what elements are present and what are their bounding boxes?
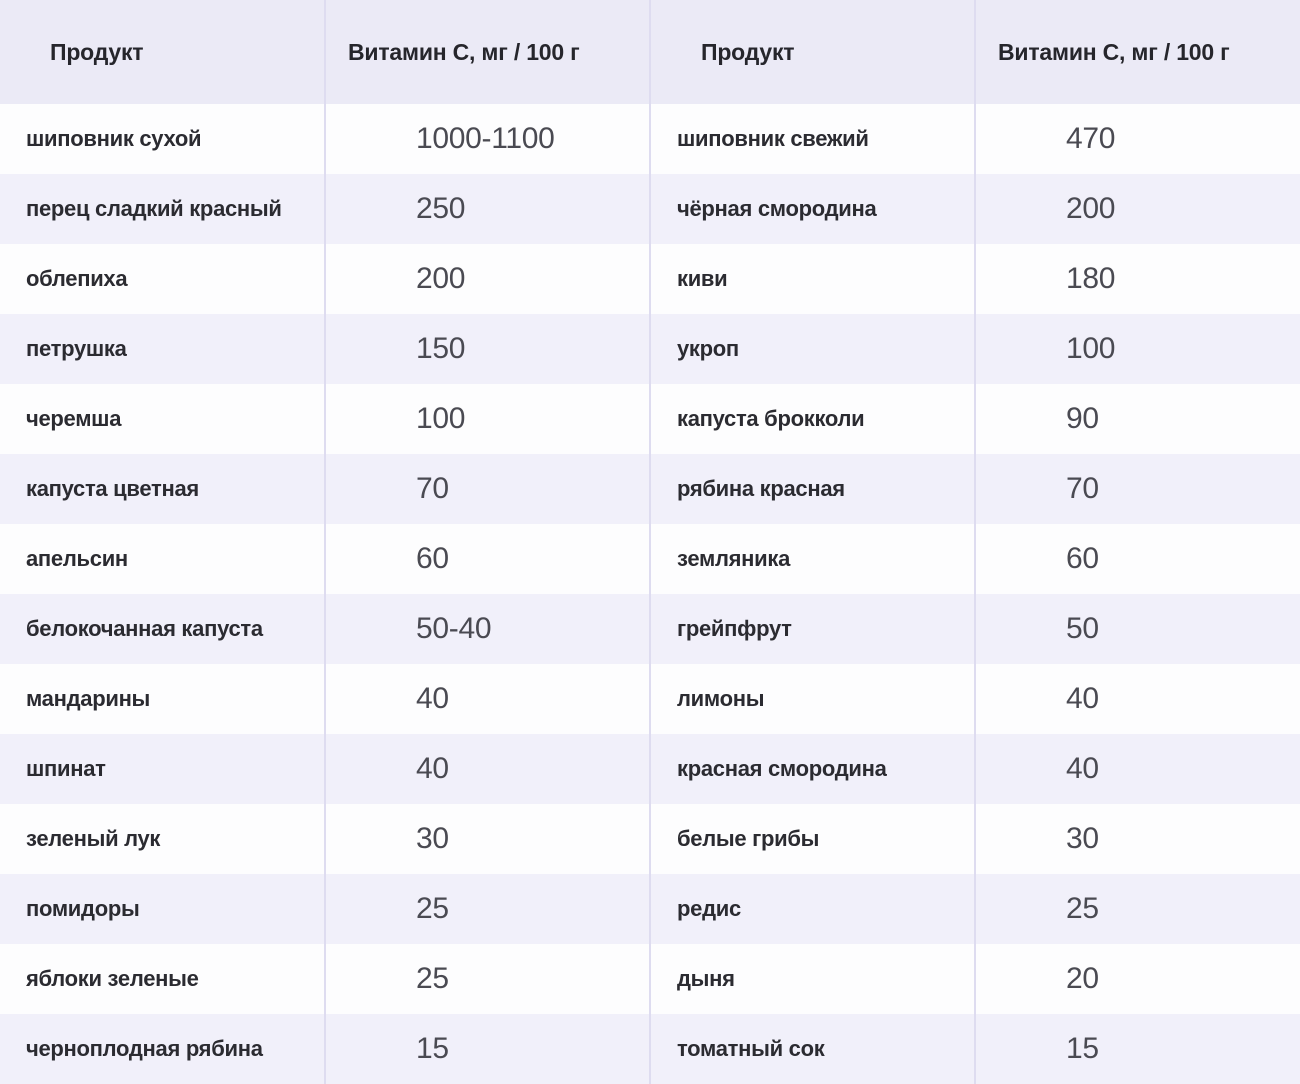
value-cell: 150 xyxy=(324,314,650,384)
product-cell: черноплодная рябина xyxy=(26,1036,263,1061)
product-cell: шиповник сухой xyxy=(26,126,202,151)
table-row: черноплодная рябина 15 томатный сок 15 xyxy=(0,1014,1300,1084)
table-row: яблоки зеленые 25 дыня 20 xyxy=(0,944,1300,1014)
value-cell: 40 xyxy=(974,664,1300,734)
value-cell: 70 xyxy=(974,454,1300,524)
value-cell: 30 xyxy=(974,804,1300,874)
product-cell: черемша xyxy=(26,406,122,431)
column-header-product-2: Продукт xyxy=(649,0,975,104)
product-cell: зеленый лук xyxy=(26,826,161,851)
header-row: Продукт Витамин С, мг / 100 г Продукт Ви… xyxy=(0,0,1300,104)
product-cell: облепиха xyxy=(26,266,128,291)
value-cell: 20 xyxy=(974,944,1300,1014)
value-cell: 15 xyxy=(974,1014,1300,1084)
table-body: шиповник сухой 1000-1100 шиповник свежий 47… xyxy=(0,104,1300,1084)
value-cell: 200 xyxy=(324,244,650,314)
product-cell: апельсин xyxy=(26,546,128,571)
value-cell: 100 xyxy=(974,314,1300,384)
table-row: мандарины 40 лимоны 40 xyxy=(0,664,1300,734)
product-cell: киви xyxy=(649,244,975,314)
product-cell: капуста брокколи xyxy=(649,384,975,454)
table-row: петрушка 150 укроп 100 xyxy=(0,314,1300,384)
product-cell: красная смородина xyxy=(649,734,975,804)
product-cell: томатный сок xyxy=(649,1014,975,1084)
product-cell: чёрная смородина xyxy=(649,174,975,244)
table-row: черемша 100 капуста брокколи 90 xyxy=(0,384,1300,454)
product-cell: яблоки зеленые xyxy=(26,966,199,991)
table-row: белокочанная капуста 50-40 грейпфрут 50 xyxy=(0,594,1300,664)
table-row: шиповник сухой 1000-1100 шиповник свежий 47… xyxy=(0,104,1300,174)
table-row: перец сладкий красный 250 чёрная смородина… xyxy=(0,174,1300,244)
value-cell: 50-40 xyxy=(324,594,650,664)
table-row: шпинат 40 красная смородина 40 xyxy=(0,734,1300,804)
table-row: помидоры 25 редис 25 xyxy=(0,874,1300,944)
product-cell: капуста цветная xyxy=(26,476,199,501)
product-cell: лимоны xyxy=(649,664,975,734)
value-cell: 40 xyxy=(974,734,1300,804)
value-cell: 25 xyxy=(324,874,650,944)
product-cell: перец сладкий красный xyxy=(26,196,282,221)
value-cell: 1000-1100 xyxy=(324,104,650,174)
column-header-product-1: Продукт xyxy=(0,0,325,104)
value-cell: 200 xyxy=(974,174,1300,244)
value-cell: 180 xyxy=(974,244,1300,314)
table-row: апельсин 60 земляника 60 xyxy=(0,524,1300,594)
product-cell: белокочанная капуста xyxy=(26,616,263,641)
value-cell: 30 xyxy=(324,804,650,874)
product-cell: дыня xyxy=(649,944,975,1014)
product-cell: укроп xyxy=(649,314,975,384)
value-cell: 90 xyxy=(974,384,1300,454)
value-cell: 70 xyxy=(324,454,650,524)
table-row: облепиха 200 киви 180 xyxy=(0,244,1300,314)
column-header-vitamin-2: Витамин С, мг / 100 г xyxy=(974,0,1300,104)
value-cell: 100 xyxy=(324,384,650,454)
value-cell: 40 xyxy=(324,664,650,734)
value-cell: 60 xyxy=(324,524,650,594)
value-cell: 40 xyxy=(324,734,650,804)
table-header: Продукт Витамин С, мг / 100 г Продукт Ви… xyxy=(0,0,1300,104)
value-cell: 25 xyxy=(974,874,1300,944)
table-row: капуста цветная 70 рябина красная 70 xyxy=(0,454,1300,524)
product-cell: мандарины xyxy=(26,686,151,711)
value-cell: 15 xyxy=(324,1014,650,1084)
value-cell: 25 xyxy=(324,944,650,1014)
product-cell: белые грибы xyxy=(649,804,975,874)
product-cell: земляника xyxy=(649,524,975,594)
product-cell: шпинат xyxy=(26,756,106,781)
product-cell: редис xyxy=(649,874,975,944)
column-header-vitamin-1: Витамин С, мг / 100 г xyxy=(324,0,650,104)
product-cell: помидоры xyxy=(26,896,140,921)
product-cell: петрушка xyxy=(26,336,127,361)
product-cell: грейпфрут xyxy=(649,594,975,664)
product-cell: шиповник свежий xyxy=(649,104,975,174)
value-cell: 60 xyxy=(974,524,1300,594)
value-cell: 470 xyxy=(974,104,1300,174)
table-row: зеленый лук 30 белые грибы 30 xyxy=(0,804,1300,874)
product-cell: рябина красная xyxy=(649,454,975,524)
value-cell: 250 xyxy=(324,174,650,244)
value-cell: 50 xyxy=(974,594,1300,664)
